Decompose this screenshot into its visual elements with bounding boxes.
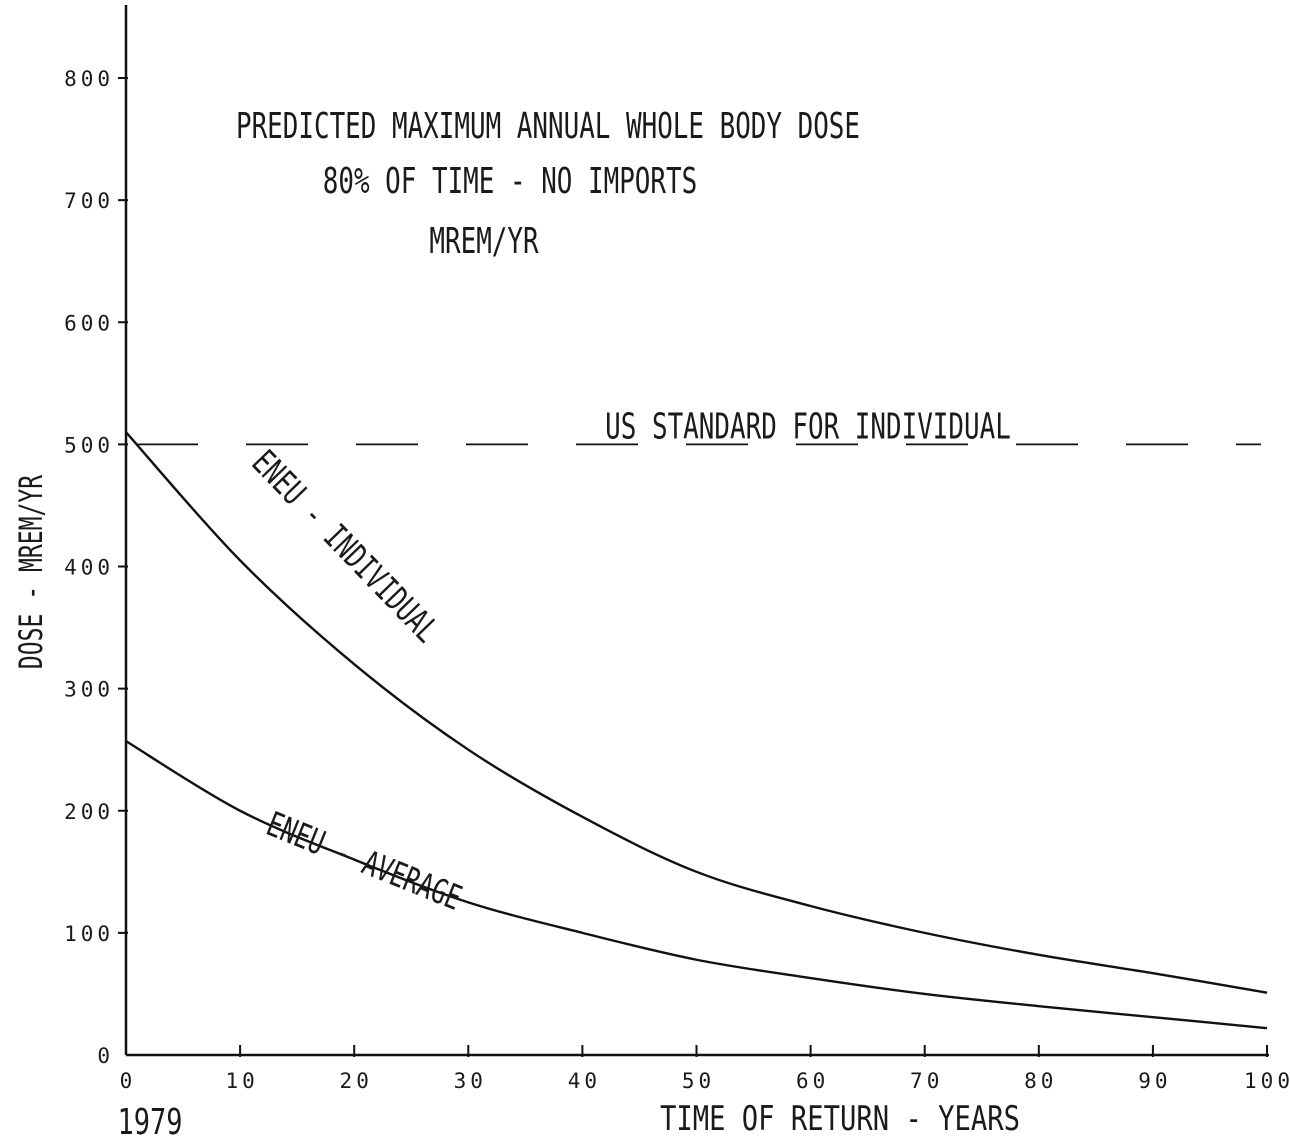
series-group — [125, 431, 1268, 1030]
y-tick-label: 600 — [64, 311, 114, 335]
x-origin-year-label: 1979 — [118, 1100, 183, 1141]
x-tick-label: 90 — [1138, 1069, 1171, 1093]
x-tick-label: 20 — [340, 1069, 373, 1093]
x-tick-label: 0 — [120, 1069, 137, 1093]
y-tick-label: 500 — [64, 433, 114, 457]
x-axis-label: TIME OF RETURN - YEARS — [660, 1099, 1020, 1139]
x-tick-label: 80 — [1024, 1069, 1057, 1093]
y-tick-label: 800 — [64, 67, 114, 91]
series-individual-line — [125, 431, 1268, 994]
x-tick-label: 50 — [682, 1069, 715, 1093]
x-tick-label: 100 — [1244, 1069, 1290, 1093]
x-tick-label: 40 — [568, 1069, 601, 1093]
y-tick-label: 300 — [64, 678, 114, 702]
chart-title-line-1: PREDICTED MAXIMUM ANNUAL WHOLE BODY DOSE — [236, 106, 860, 147]
y-tick-label: 0 — [97, 1044, 114, 1068]
y-axis-label: DOSE - MREM/YR — [12, 475, 50, 669]
axes — [124, 5, 1269, 1057]
x-axis-ticks: 0 10 20 30 40 50 60 70 80 90 100 — [120, 1045, 1290, 1093]
y-tick-label: 200 — [64, 800, 114, 824]
chart-title-line-3: MREM/YR — [429, 221, 538, 262]
y-tick-label: 400 — [64, 556, 114, 580]
x-tick-label: 30 — [454, 1069, 487, 1093]
reference-line-label: US STANDARD FOR INDIVIDUAL — [605, 406, 1011, 447]
series-label-individual: ENEU - INDIVIDUAL — [244, 443, 446, 650]
y-tick-label: 700 — [64, 189, 114, 213]
reference-line-group: US STANDARD FOR INDIVIDUAL — [136, 406, 1261, 448]
y-axis-ticks: 0 100 200 300 400 500 600 700 800 — [64, 67, 128, 1068]
chart-title-line-2: 80% OF TIME - NO IMPORTS — [323, 161, 697, 202]
x-tick-label: 70 — [910, 1069, 943, 1093]
series-label-average: ENEU - AVERAGE — [261, 804, 467, 917]
y-tick-label: 100 — [64, 922, 114, 946]
series-average-line — [125, 740, 1268, 1030]
x-tick-label: 60 — [796, 1069, 829, 1093]
x-tick-label: 10 — [225, 1069, 258, 1093]
